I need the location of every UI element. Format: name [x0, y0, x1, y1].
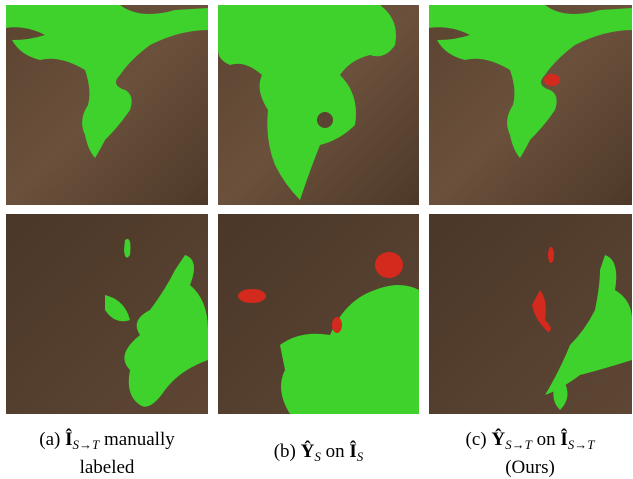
caption-subscript: S→T	[568, 437, 595, 452]
caption-symbol: Î	[560, 429, 567, 450]
panel-c-bottom	[429, 214, 632, 414]
caption-label: (c)	[466, 429, 487, 450]
caption-subscript: S	[314, 449, 321, 464]
caption-symbol: Ŷ	[301, 441, 315, 462]
caption-subscript: S	[357, 449, 364, 464]
image-grid	[0, 0, 633, 475]
panel-c-top	[429, 5, 632, 205]
figure: (a) ÎS→T manually labeled (b) ŶS on ÎS (…	[0, 0, 633, 475]
panel-a-top	[6, 5, 208, 205]
panel-a-bottom	[6, 214, 208, 414]
caption-symbol: Î	[349, 441, 356, 462]
caption-symbol: Î	[65, 429, 72, 450]
caption-connector: on	[326, 441, 345, 462]
caption-text: manually	[104, 429, 175, 450]
caption-a: (a) ÎS→T manually labeled	[6, 428, 208, 479]
panel-b-bottom	[218, 214, 419, 414]
caption-label: (a)	[39, 429, 60, 450]
caption-subscript: S→T	[73, 437, 100, 452]
caption-symbol: Ŷ	[491, 429, 505, 450]
caption-subscript: S→T	[505, 437, 532, 452]
caption-connector: on	[537, 429, 556, 450]
panel-b-top	[218, 5, 419, 205]
caption-b: (b) ŶS on ÎS	[218, 440, 419, 468]
caption-label: (b)	[274, 441, 296, 462]
caption-c: (c) ŶS→T on ÎS→T (Ours)	[425, 428, 633, 479]
